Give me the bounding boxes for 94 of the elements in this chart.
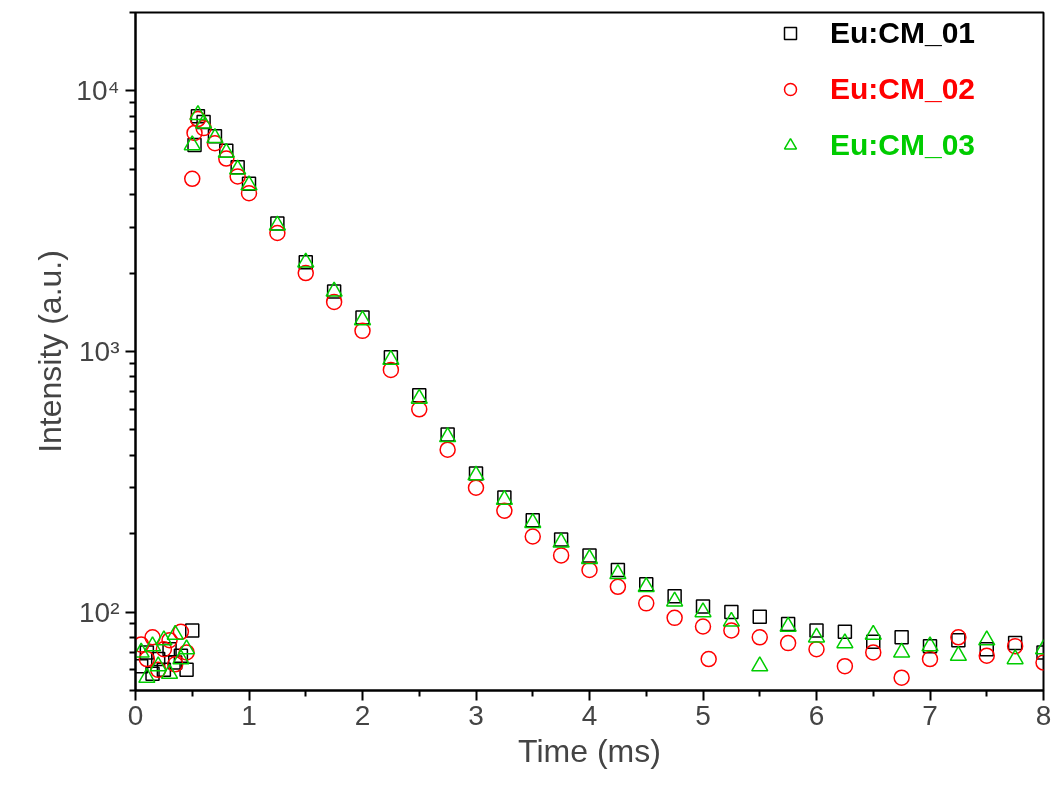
point — [325, 293, 343, 311]
point — [1006, 649, 1024, 665]
point — [866, 634, 881, 649]
point — [184, 170, 201, 188]
point — [155, 630, 173, 646]
x-axis-title: Time (ms) — [518, 732, 661, 769]
point — [143, 636, 162, 652]
point — [161, 631, 178, 649]
x-tick-label: 8 — [1035, 699, 1052, 731]
x-tick-label: 4 — [581, 699, 598, 731]
point — [978, 630, 996, 646]
point — [179, 662, 194, 678]
point — [808, 641, 825, 658]
x-tick-label: 2 — [354, 699, 371, 731]
point — [297, 264, 314, 282]
point — [195, 119, 212, 137]
point — [149, 661, 167, 679]
point — [144, 629, 161, 646]
point — [187, 137, 202, 153]
point — [837, 624, 853, 640]
point — [135, 636, 150, 653]
point — [229, 168, 246, 185]
point — [921, 650, 939, 668]
legend-label: Eu:CM_01 — [830, 16, 976, 50]
point — [666, 609, 683, 627]
point — [751, 656, 769, 672]
legend-label: Eu:CM_03 — [830, 128, 976, 162]
x-tick-label: 1 — [241, 699, 257, 731]
legend-label: Eu:CM_02 — [830, 72, 976, 106]
point — [695, 599, 711, 614]
point — [524, 528, 541, 545]
x-tick-label: 0 — [127, 699, 144, 731]
point — [723, 622, 740, 639]
point — [722, 611, 741, 627]
point — [160, 663, 179, 680]
point — [694, 602, 712, 618]
point — [552, 547, 570, 564]
point — [183, 135, 201, 151]
point — [1007, 635, 1023, 651]
point — [779, 634, 797, 652]
point — [439, 441, 456, 458]
point — [893, 669, 910, 686]
point — [145, 666, 160, 681]
point — [694, 618, 712, 635]
x-tick-label: 3 — [468, 699, 484, 731]
point — [751, 629, 768, 646]
point — [156, 662, 172, 678]
point — [836, 657, 854, 675]
point — [178, 644, 195, 661]
x-tick-label: 5 — [695, 699, 711, 731]
point — [496, 502, 513, 519]
point — [269, 224, 286, 242]
y-tick-label: 10³ — [79, 336, 120, 367]
point — [892, 642, 911, 658]
point — [864, 624, 882, 640]
point — [166, 624, 184, 640]
point — [382, 361, 400, 379]
point — [467, 479, 485, 496]
point — [978, 647, 995, 664]
point — [177, 639, 196, 655]
point — [609, 578, 627, 596]
point — [752, 609, 767, 624]
point — [836, 633, 854, 649]
y-tick-label: 10⁴ — [76, 75, 120, 107]
point — [809, 623, 824, 638]
x-tick-label: 6 — [808, 699, 825, 731]
point — [155, 641, 173, 658]
point — [894, 630, 909, 645]
point — [865, 644, 882, 661]
point — [186, 124, 203, 142]
y-tick-label: 10² — [79, 596, 120, 628]
point — [354, 322, 371, 340]
point — [411, 401, 428, 418]
point — [139, 645, 155, 660]
point — [700, 650, 717, 668]
x-tick-label: 7 — [922, 699, 938, 731]
point — [949, 645, 968, 662]
point — [149, 656, 167, 672]
point — [807, 627, 826, 643]
point — [638, 595, 655, 612]
point — [724, 604, 739, 620]
point — [1006, 637, 1024, 655]
point — [206, 134, 224, 152]
point — [979, 641, 994, 657]
point — [218, 150, 235, 167]
point — [185, 623, 200, 638]
point — [150, 651, 166, 667]
point — [138, 667, 156, 684]
point — [581, 561, 598, 579]
point — [138, 650, 156, 668]
point — [172, 623, 190, 641]
y-axis-title: Intensity (a.u.) — [32, 250, 69, 453]
point — [190, 108, 206, 124]
point — [240, 184, 258, 202]
